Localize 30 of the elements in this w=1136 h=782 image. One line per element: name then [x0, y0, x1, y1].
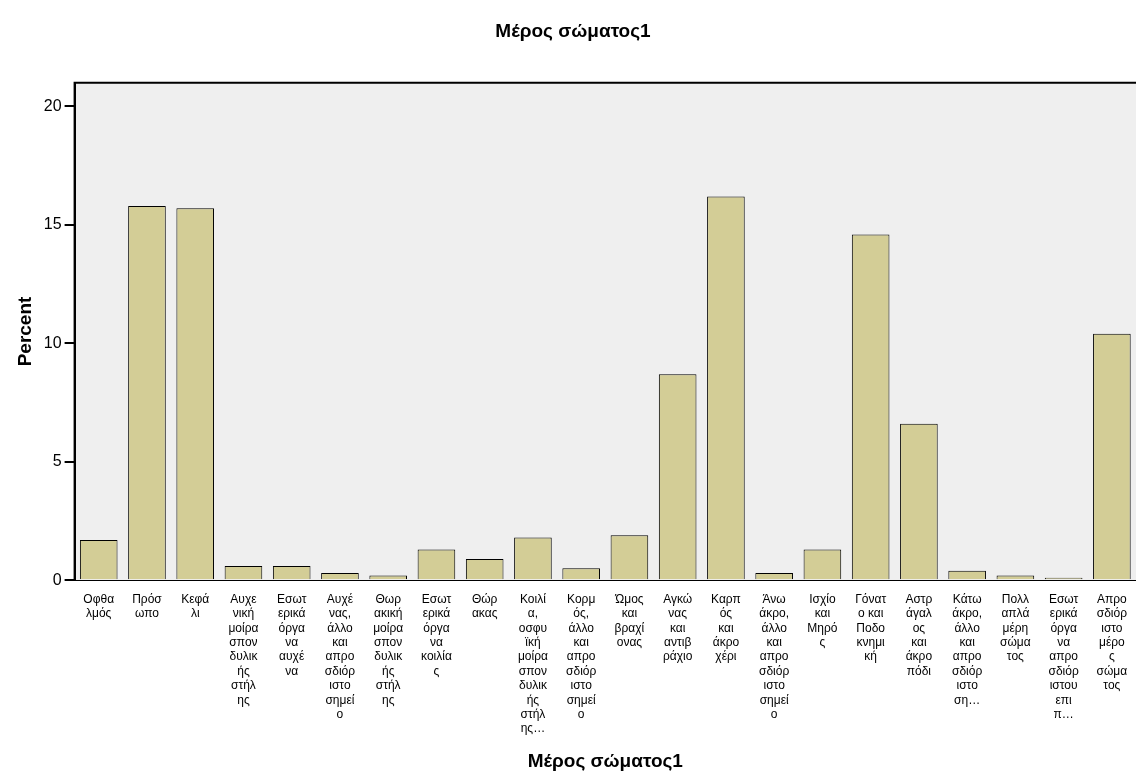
x-tick-label: Καρπός και άκρο χέρι	[711, 591, 741, 664]
x-tick-label: Πρόσωπο	[132, 591, 163, 621]
x-axis-title: Μέρος σώματος1	[527, 749, 684, 771]
x-tick-label: Απροσδιόριστο μέρος σώματος	[1096, 591, 1128, 693]
chart-title: Μέρος σώματος1	[495, 19, 652, 41]
x-tick-label: Γόνατο και Ποδοκνημική	[855, 591, 887, 664]
y-axis-title: Percent	[13, 295, 35, 367]
x-tick-label: Αγκώνας και αντιβράχιο	[662, 591, 693, 664]
category-label: Αυχένας, άλλο και απροσδιόριστο σημείο	[324, 591, 356, 721]
x-tick-label: Κεφάλι	[181, 591, 210, 621]
category-label: Άνω άκρο, άλλο και απροσδιόριστο σημείο	[759, 591, 790, 721]
y-tick-label: 5	[52, 452, 62, 470]
x-tick-label: Οφθαλμός	[83, 591, 115, 621]
x-tick-label: Ισχίο και Μηρός	[807, 591, 838, 649]
category-label: Εσωτερικά όργανα απροσδιόριστου επι π…	[1048, 591, 1079, 721]
y-tick-label: 15	[43, 215, 62, 233]
x-tick-label: Πολλαπλά μέρη σώματος	[1000, 591, 1031, 664]
x-tick-label: Αστράγαλος και άκρο πόδι	[905, 591, 933, 678]
y-tick-label: 20	[43, 96, 62, 114]
y-tick-label: 10	[43, 333, 62, 351]
x-tick-label: Ώμος και βραχίονας	[614, 591, 645, 649]
x-tick-label: Εσωτερικά όργανα κοιλίας	[421, 591, 452, 678]
x-tick-label: Θώρακας	[471, 591, 498, 621]
x-tick-label: Εσωτερικά όργανα αυχένα	[277, 591, 307, 678]
y-tick-label: 0	[52, 570, 62, 588]
x-tick-label: Κάτω άκρο, άλλο και απροσδιόριστο ση…	[952, 591, 983, 707]
x-tick-label: Αυχενική μοίρα σπονδυλικής στήλης	[228, 591, 259, 707]
category-label: Κοιλία, οσφυϊκή μοίρα σπονδυλικής στήλης…	[517, 591, 548, 736]
x-tick-label: Θωρακική μοίρα σπονδυλικής στήλης	[373, 591, 404, 707]
category-label: Κορμός, άλλο και απροσδιόριστο σημείο	[566, 591, 597, 721]
